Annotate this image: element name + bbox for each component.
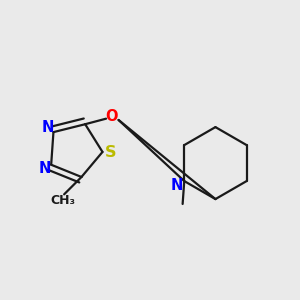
- Text: O: O: [106, 109, 118, 124]
- Text: N: N: [42, 120, 54, 135]
- Text: CH₃: CH₃: [50, 194, 75, 207]
- Text: N: N: [39, 161, 51, 176]
- Text: S: S: [105, 145, 116, 160]
- Text: N: N: [171, 178, 183, 193]
